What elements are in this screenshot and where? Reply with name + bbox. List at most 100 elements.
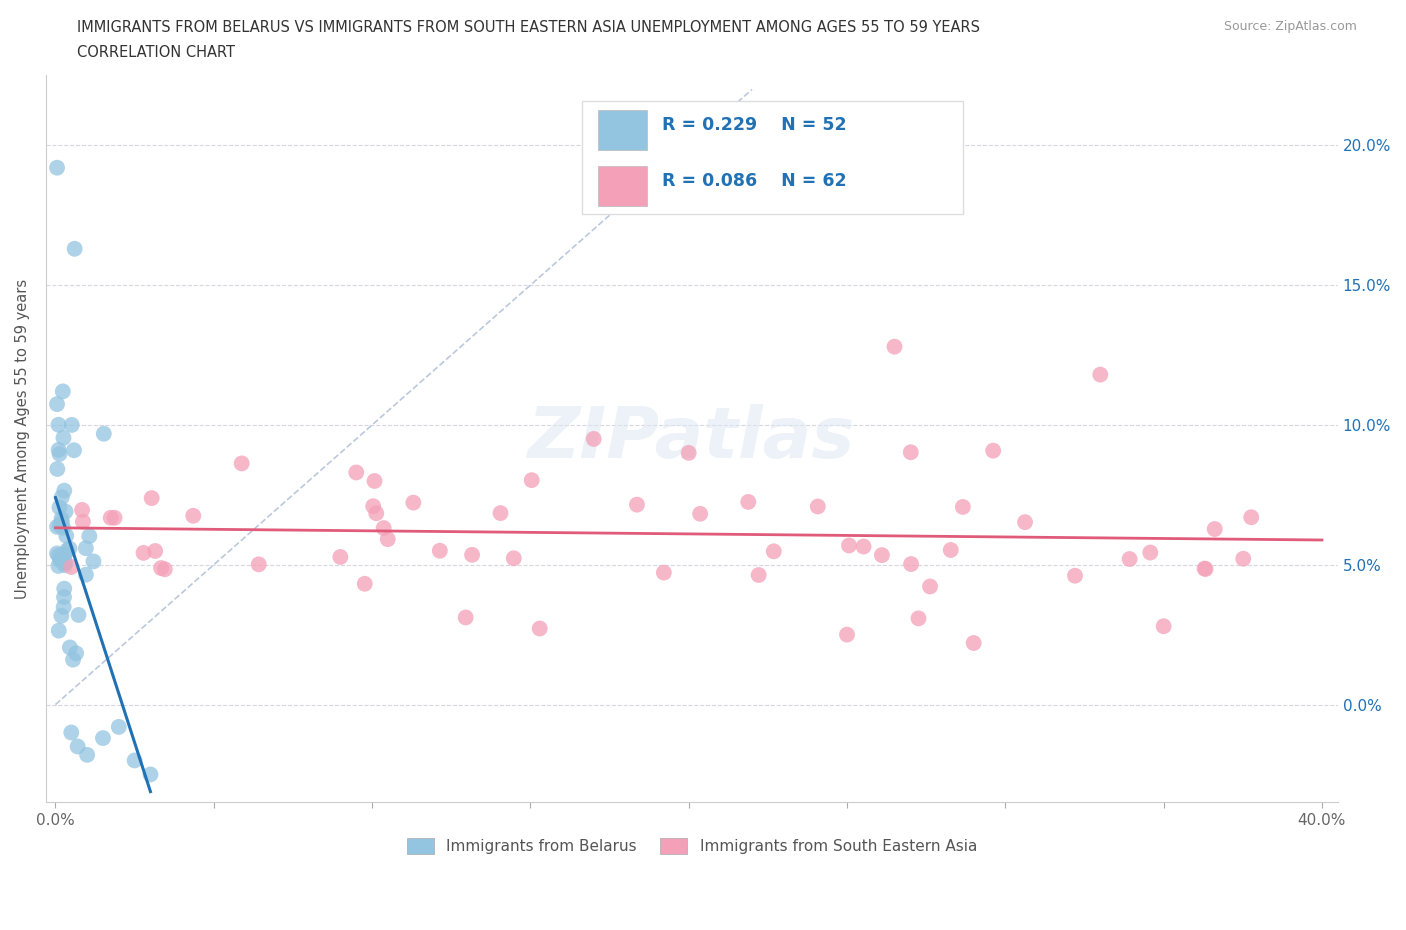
Text: R = 0.229    N = 52: R = 0.229 N = 52: [662, 115, 846, 134]
Point: [91, 731, 114, 746]
Point: [70, 502, 93, 517]
Point: [53, 558, 76, 573]
Point: [107, 720, 129, 735]
Point: [56, 543, 79, 558]
Point: [461, 548, 484, 563]
Point: [60, 725, 83, 740]
Point: [454, 610, 477, 625]
Point: [46, 397, 69, 412]
Point: [361, 498, 384, 513]
Point: [1118, 551, 1140, 566]
Point: [870, 548, 893, 563]
Point: [53, 590, 76, 604]
Point: [55, 504, 77, 519]
Point: [247, 557, 270, 572]
Point: [1194, 562, 1216, 577]
Point: [75, 540, 97, 555]
Point: [181, 509, 204, 524]
Text: Source: ZipAtlas.com: Source: ZipAtlas.com: [1223, 20, 1357, 33]
Point: [58, 541, 80, 556]
Point: [79, 528, 101, 543]
Point: [63, 242, 86, 257]
Point: [53, 581, 76, 596]
Point: [1064, 568, 1087, 583]
Point: [52, 384, 75, 399]
Point: [48, 418, 70, 432]
Point: [51, 553, 73, 568]
Point: [82, 554, 104, 569]
Point: [1090, 367, 1112, 382]
Point: [59, 640, 82, 655]
Point: [1240, 510, 1263, 525]
Point: [520, 472, 543, 487]
Point: [329, 550, 352, 565]
Point: [402, 495, 425, 510]
Point: [48, 500, 70, 515]
Point: [918, 579, 941, 594]
Point: [748, 567, 770, 582]
Point: [838, 538, 860, 553]
Point: [353, 577, 375, 591]
Point: [124, 753, 146, 768]
Point: [52, 520, 75, 535]
Point: [103, 511, 125, 525]
Point: [67, 607, 90, 622]
Point: [49, 518, 72, 533]
Point: [852, 539, 875, 554]
Point: [1194, 561, 1216, 576]
Point: [62, 652, 84, 667]
Point: [835, 627, 858, 642]
Point: [46, 519, 69, 534]
Point: [100, 511, 122, 525]
Point: [63, 443, 86, 458]
Point: [529, 621, 551, 636]
Point: [1139, 545, 1161, 560]
Point: [53, 547, 76, 562]
Point: [363, 473, 385, 488]
Point: [907, 611, 929, 626]
Point: [981, 444, 1004, 458]
Point: [52, 600, 75, 615]
Point: [48, 623, 70, 638]
Point: [1232, 551, 1254, 566]
Point: [51, 490, 73, 505]
Point: [48, 443, 70, 458]
Point: [53, 555, 76, 570]
FancyBboxPatch shape: [582, 100, 963, 214]
Point: [807, 499, 830, 514]
Point: [51, 514, 73, 529]
Text: R = 0.086    N = 62: R = 0.086 N = 62: [662, 172, 846, 190]
Bar: [598, 110, 647, 150]
Point: [900, 557, 922, 572]
Point: [626, 498, 648, 512]
Point: [51, 512, 73, 526]
Point: [48, 446, 70, 461]
Text: IMMIGRANTS FROM BELARUS VS IMMIGRANTS FROM SOUTH EASTERN ASIA UNEMPLOYMENT AMONG: IMMIGRANTS FROM BELARUS VS IMMIGRANTS FR…: [77, 20, 980, 35]
Text: CORRELATION CHART: CORRELATION CHART: [77, 45, 235, 60]
Point: [49, 552, 72, 567]
Point: [150, 561, 173, 576]
Y-axis label: Unemployment Among Ages 55 to 59 years: Unemployment Among Ages 55 to 59 years: [15, 279, 30, 599]
Point: [93, 426, 115, 441]
Point: [48, 559, 70, 574]
Point: [689, 506, 711, 521]
Bar: [598, 166, 647, 206]
Point: [737, 495, 759, 510]
Point: [939, 542, 962, 557]
Point: [46, 461, 69, 476]
Point: [75, 567, 97, 582]
Point: [143, 543, 166, 558]
Point: [48, 548, 70, 563]
Point: [489, 506, 512, 521]
Point: [46, 546, 69, 561]
Point: [762, 544, 785, 559]
Point: [153, 562, 176, 577]
Text: ZIPatlas: ZIPatlas: [529, 405, 856, 473]
Point: [952, 499, 974, 514]
Point: [76, 748, 98, 763]
Point: [139, 767, 162, 782]
Point: [132, 546, 155, 561]
Point: [429, 543, 451, 558]
Point: [1014, 514, 1036, 529]
Point: [1204, 522, 1226, 537]
